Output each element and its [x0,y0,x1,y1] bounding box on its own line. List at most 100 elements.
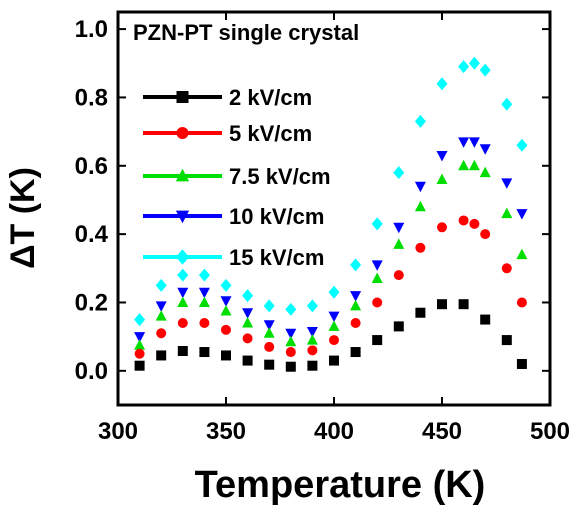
data-point [516,297,527,308]
data-point [469,218,480,229]
x-tick-label: 400 [314,418,354,445]
data-point [350,258,362,272]
data-point [242,308,254,319]
data-point [479,144,491,155]
series-10-kv-cm [134,137,528,343]
x-tick-label: 450 [422,418,462,445]
legend-marker [176,127,189,139]
data-point [134,360,145,371]
data-point [479,63,491,77]
data-point [329,355,339,366]
data-point [306,327,318,338]
data-point [436,77,448,91]
series-15-kv-cm [134,56,528,327]
data-point [199,347,210,358]
data-point [414,200,426,212]
data-point [328,285,340,299]
series-2-kv-cm [134,299,527,372]
data-point [329,335,339,346]
legend-marker [176,91,189,103]
x-axis-label: Temperature (K) [195,464,486,506]
data-point [328,311,340,323]
data-point [156,350,167,361]
data-point [458,215,469,226]
y-tick-label: 0.0 [75,358,108,385]
data-point [134,332,146,343]
legend-marker [175,168,190,182]
data-point [177,296,189,307]
data-point [285,347,296,358]
data-point [220,305,232,316]
data-point [198,268,210,282]
data-point [516,358,527,369]
y-tick-label: 0.8 [75,84,108,111]
data-point [516,138,528,152]
data-point [220,278,232,292]
data-point [371,260,383,271]
data-point [516,248,528,260]
legend-label: 2 kV/cm [229,85,312,110]
data-point [350,347,361,358]
x-tick-label: 500 [530,418,570,445]
data-point [177,287,189,299]
data-point [307,360,318,371]
legend-label: 7.5 kV/cm [229,164,331,189]
y-tick-label: 0.2 [75,289,108,316]
data-point [436,173,448,184]
legend-label: 10 kV/cm [229,204,324,229]
data-point [468,137,480,148]
data-point [468,159,480,171]
data-point [479,166,491,178]
data-point [177,317,188,328]
data-point [263,299,275,313]
data-point [393,270,404,281]
data-point [415,242,426,253]
legend-label: 15 kV/cm [229,245,324,270]
data-point [437,299,447,310]
data-point [307,345,318,356]
data-point [371,217,383,231]
data-point [242,289,254,303]
data-point [134,339,146,350]
data-point [371,272,383,284]
data-point [264,359,275,370]
legend-marker [175,210,190,224]
data-point [263,327,275,338]
data-point [285,302,297,316]
y-axis-label: ΔT (K) [4,167,42,269]
chart-title: PZN-PT single crystal [133,20,359,45]
data-point [372,297,383,308]
data-point [501,335,512,346]
data-point [372,335,383,346]
data-point [501,178,513,189]
data-point [263,320,275,331]
data-point [480,314,491,325]
data-point [285,335,297,347]
data-point [468,56,480,70]
data-point [458,159,470,171]
data-point [328,320,340,331]
x-tick-label: 350 [206,418,246,445]
data-point [480,229,491,240]
data-point [155,301,167,312]
data-point [134,313,146,327]
data-point [414,114,426,128]
data-point [350,291,362,302]
data-point [393,321,404,332]
y-tick-label: 0.6 [75,153,108,180]
data-point [156,328,167,339]
data-point [306,299,318,313]
data-point [221,324,231,335]
data-point [285,328,297,340]
data-point [458,137,470,148]
data-point [458,60,470,74]
data-point [242,333,253,344]
x-tick-label: 300 [98,418,138,445]
data-point [155,278,167,292]
data-point [242,355,253,366]
data-point [516,209,528,220]
data-point [393,166,405,180]
y-tick-label: 0.4 [75,221,109,248]
data-point [501,263,512,274]
